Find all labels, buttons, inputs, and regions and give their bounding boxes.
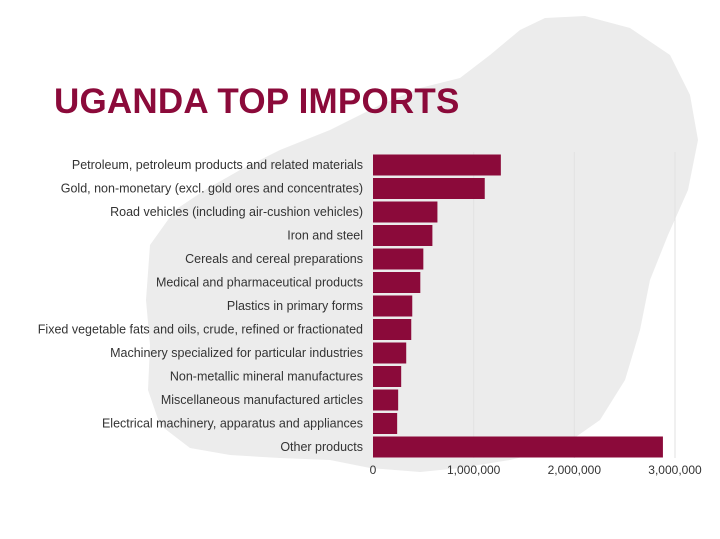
bar	[373, 436, 663, 458]
category-label: Gold, non-monetary (excl. gold ores and …	[61, 182, 363, 196]
category-label: Other products	[280, 440, 363, 454]
grid-lines	[473, 152, 676, 458]
x-axis-ticks: 0 1,000,000 2,000,000 3,000,000	[370, 463, 702, 477]
x-tick-label: 3,000,000	[648, 463, 702, 477]
category-label: Miscellaneous manufactured articles	[161, 393, 363, 407]
bar	[373, 389, 399, 411]
category-label: Fixed vegetable fats and oils, crude, re…	[38, 323, 363, 337]
x-tick-label: 1,000,000	[447, 463, 501, 477]
category-label: Plastics in primary forms	[227, 299, 363, 313]
category-label: Electrical machinery, apparatus and appl…	[102, 417, 363, 431]
category-label: Medical and pharmaceutical products	[156, 276, 363, 290]
category-labels: Petroleum, petroleum products and relate…	[38, 158, 363, 454]
bar	[373, 248, 424, 270]
x-tick-label: 2,000,000	[548, 463, 602, 477]
bar	[373, 295, 413, 317]
bars	[373, 154, 663, 458]
category-label: Non-metallic mineral manufactures	[170, 370, 363, 384]
x-tick-label: 0	[370, 463, 377, 477]
category-label: Road vehicles (including air-cushion veh…	[110, 205, 363, 219]
bar	[373, 366, 402, 387]
bar	[373, 201, 438, 223]
bar	[373, 319, 412, 340]
bar	[373, 342, 407, 364]
category-label: Iron and steel	[287, 229, 363, 243]
bar	[373, 272, 421, 293]
category-label: Cereals and cereal preparations	[185, 252, 363, 266]
bar	[373, 178, 485, 199]
bar	[373, 154, 501, 176]
category-label: Petroleum, petroleum products and relate…	[72, 158, 363, 172]
bar	[373, 225, 433, 246]
bar	[373, 413, 398, 434]
chart-title: UGANDA TOP IMPORTS	[54, 82, 460, 121]
category-label: Machinery specialized for particular ind…	[110, 346, 363, 360]
